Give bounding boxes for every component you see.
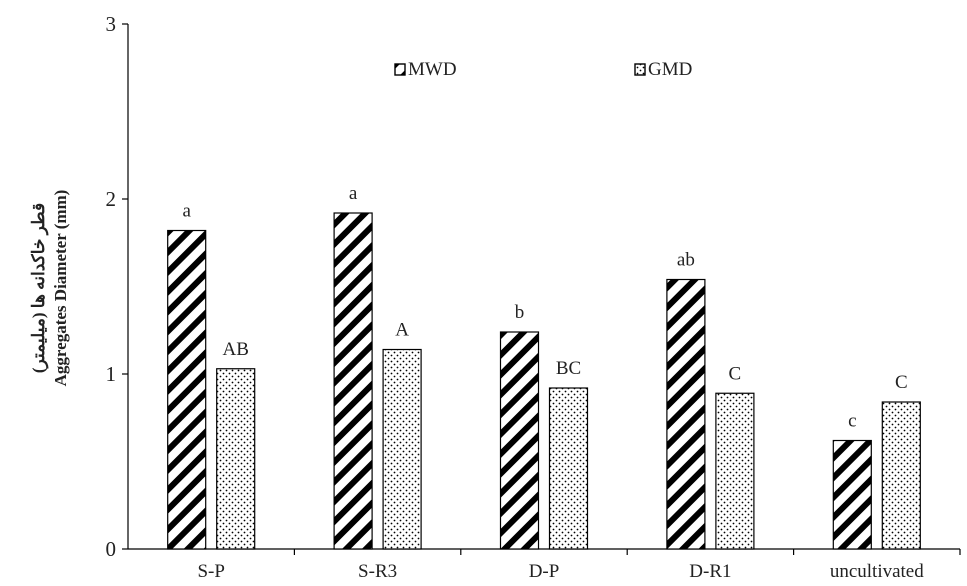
bar-label-gmd: C	[895, 372, 908, 393]
y-tick-label: 2	[106, 187, 117, 211]
bar-gmd-uncultivated	[881, 401, 921, 550]
bar-mwd-s-r3	[333, 212, 373, 550]
axes	[127, 24, 960, 550]
bar-mwd-d-r1	[666, 278, 706, 550]
x-tick-label: D-P	[529, 561, 560, 582]
legend-label-mwd: MWD	[408, 59, 457, 80]
x-tick-label: D-R1	[689, 561, 731, 582]
x-tick-labels: S-P S-R3 D-P D-R1 uncultivated	[197, 549, 961, 582]
legend-label-gmd: GMD	[648, 59, 692, 80]
bars	[167, 212, 921, 550]
bar-label-mwd: a	[349, 183, 358, 204]
legend-swatch-gmd	[634, 63, 646, 76]
y-axis-title: قطر خاکدانه ها (میلیمتر) Aggregates Diam…	[29, 190, 70, 387]
bar-label-gmd: C	[729, 363, 742, 384]
bar-mwd-s-p	[167, 229, 207, 550]
bar-label-mwd: b	[515, 302, 525, 323]
bar-label-gmd: BC	[556, 358, 581, 379]
bar-label-gmd: A	[395, 320, 409, 341]
bar-label-mwd: ab	[677, 250, 695, 271]
bar-gmd-d-r1	[715, 392, 755, 550]
bar-mwd-d-p	[499, 331, 540, 550]
legend-swatch-mwd	[394, 63, 406, 76]
x-tick-label: uncultivated	[830, 561, 924, 582]
y-axis-label: Aggregates Diameter (mm)	[51, 190, 70, 387]
bar-gmd-s-p	[216, 368, 256, 550]
bar-mwd-uncultivated	[832, 439, 872, 550]
y-tick-label: 0	[106, 537, 117, 561]
y-tick-label: 3	[106, 12, 117, 36]
x-tick-label: S-P	[197, 561, 224, 582]
legend: MWD GMD	[394, 59, 692, 80]
y-ticks: 0 1 2 3	[106, 12, 128, 561]
bar-label-mwd: c	[848, 411, 856, 432]
bar-label-gmd: AB	[222, 339, 248, 360]
bar-labels: a AB a Ab BC ab Cc C	[182, 183, 907, 432]
y-axis-label-fa: قطر خاکدانه ها (میلیمتر)	[29, 203, 49, 373]
x-tick-label: S-R3	[358, 561, 397, 582]
bar-label-mwd: a	[182, 201, 191, 222]
y-tick-label: 1	[106, 362, 117, 386]
bar-gmd-d-p	[548, 387, 589, 550]
bar-gmd-s-r3	[382, 348, 422, 550]
